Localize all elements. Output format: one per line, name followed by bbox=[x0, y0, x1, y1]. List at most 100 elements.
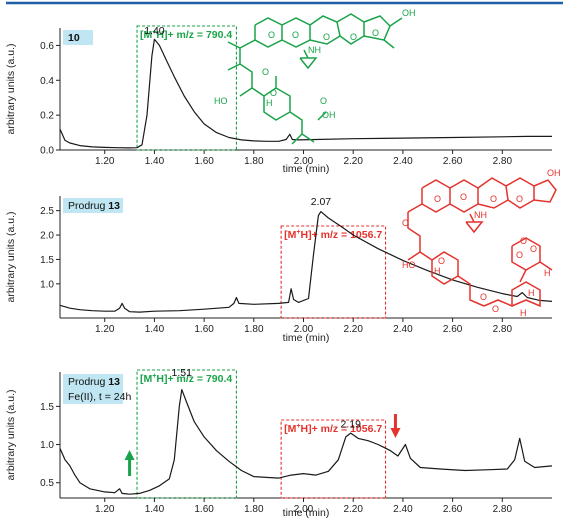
arrow-head bbox=[124, 450, 135, 460]
svg-text:O: O bbox=[323, 32, 330, 42]
x-tick-label: 2.80 bbox=[493, 324, 513, 335]
svg-text:OH: OH bbox=[322, 110, 336, 120]
svg-text:O: O bbox=[270, 88, 277, 98]
svg-text:O: O bbox=[292, 30, 299, 40]
chart-panel-3: 1.20 1.40 1.60 1.80 2.00 2.20 2.40 2.60 2.80 0.5 1… bbox=[5, 367, 553, 519]
chart-panel-1: 1.20 1.40 1.60 1.80 2.00 2.20 2.40 2.60 2.80 0.0 0… bbox=[5, 25, 552, 175]
x-tick-label: 2.00 bbox=[294, 324, 314, 335]
svg-text:O: O bbox=[372, 28, 379, 38]
svg-text:O: O bbox=[402, 218, 409, 228]
svg-text:NH: NH bbox=[308, 45, 321, 55]
x-tick-label: 1.80 bbox=[244, 504, 264, 515]
svg-text:H: H bbox=[434, 266, 441, 276]
svg-text:O: O bbox=[516, 194, 523, 204]
x-tick-label: 1.40 bbox=[145, 156, 165, 167]
x-tick-label: 1.60 bbox=[194, 324, 214, 335]
mz-window-red bbox=[280, 225, 387, 319]
compound-label: Prodrug 13 bbox=[68, 376, 120, 388]
x-tick-label: 2.80 bbox=[493, 504, 513, 515]
x-tick-label: 2.40 bbox=[393, 324, 413, 335]
peak-label: 2.19 bbox=[341, 419, 362, 431]
svg-text:O: O bbox=[490, 194, 497, 204]
svg-text:HO: HO bbox=[214, 96, 228, 106]
mz-window-green bbox=[136, 25, 237, 151]
chart-panels: 1.20 1.40 1.60 1.80 2.00 2.20 2.40 2.60 2.80 0.0 0… bbox=[5, 25, 553, 519]
mz-window-red bbox=[280, 419, 387, 499]
y-tick-label: 0.0 bbox=[40, 146, 54, 157]
y-tick-label: 1.0 bbox=[40, 440, 54, 451]
svg-text:OH: OH bbox=[402, 8, 416, 18]
x-tick-label: 1.20 bbox=[95, 504, 115, 515]
compound-label-box bbox=[63, 374, 123, 404]
y-tick-label: 0.5 bbox=[40, 478, 54, 489]
y-axis-label: arbitrary units (a.u.) bbox=[5, 211, 17, 302]
compound-label-box bbox=[63, 30, 93, 45]
peak-label: 2.07 bbox=[311, 196, 332, 208]
compound-label-condition: Fe(II), t = 24h bbox=[68, 391, 131, 403]
y-tick-label: 0.6 bbox=[40, 41, 54, 52]
x-tick-label: 2.20 bbox=[343, 156, 363, 167]
x-tick-label: 1.40 bbox=[145, 504, 165, 515]
x-tick-label: 2.40 bbox=[393, 156, 413, 167]
chromatogram-trace bbox=[59, 389, 553, 495]
svg-text:H: H bbox=[266, 98, 273, 108]
y-tick-label: 0.4 bbox=[40, 76, 54, 87]
x-tick-label: 2.60 bbox=[443, 504, 463, 515]
x-tick-label: 1.40 bbox=[145, 324, 165, 335]
y-axis-label: arbitrary units (a.u.) bbox=[5, 389, 17, 480]
svg-text:O: O bbox=[268, 30, 275, 40]
svg-text:O: O bbox=[480, 292, 487, 302]
x-tick-label: 1.80 bbox=[244, 324, 264, 335]
y-tick-label: 2.5 bbox=[40, 206, 54, 217]
y-tick-label: 0.2 bbox=[40, 111, 54, 122]
svg-text:O: O bbox=[320, 96, 327, 106]
svg-text:O: O bbox=[350, 32, 357, 42]
svg-text:HO: HO bbox=[402, 260, 416, 270]
x-tick-label: 2.60 bbox=[443, 156, 463, 167]
x-tick-label: 2.20 bbox=[343, 324, 363, 335]
x-tick-label: 2.00 bbox=[294, 156, 314, 167]
svg-text:O: O bbox=[434, 194, 441, 204]
mz-label-red: [M+H]+ m/z = 1056.7 bbox=[284, 423, 382, 435]
x-tick-label: 1.20 bbox=[95, 156, 115, 167]
svg-text:O: O bbox=[438, 256, 445, 266]
x-axis-label: time (min) bbox=[283, 163, 330, 175]
compound-label: 10 bbox=[68, 32, 80, 44]
svg-text:O: O bbox=[492, 304, 499, 314]
svg-text:O: O bbox=[516, 250, 523, 260]
x-tick-label: 1.20 bbox=[95, 324, 115, 335]
y-tick-label: 1.5 bbox=[40, 255, 54, 266]
svg-text:H: H bbox=[520, 308, 527, 318]
chromatogram-trace bbox=[59, 211, 553, 313]
mz-label-green: [M+H]+ m/z = 790.4 bbox=[140, 29, 232, 41]
chart-panel-2: 1.20 1.40 1.60 1.80 2.00 2.20 2.40 2.60 2.80 1.0 1… bbox=[5, 196, 553, 344]
compound-label: Prodrug 13 bbox=[68, 200, 120, 212]
chromatogram-trace bbox=[59, 38, 552, 149]
x-tick-label: 2.80 bbox=[493, 156, 513, 167]
svg-text:O: O bbox=[530, 244, 537, 254]
mz-label-green: [M+H]+ m/z = 790.4 bbox=[140, 373, 232, 385]
peak-label: 1.51 bbox=[172, 367, 193, 379]
peak-label: 1.40 bbox=[144, 25, 165, 37]
svg-text:O: O bbox=[460, 192, 467, 202]
x-axis-label: time (min) bbox=[283, 507, 330, 519]
svg-text:OH: OH bbox=[547, 168, 561, 178]
svg-text:NH: NH bbox=[474, 210, 487, 220]
svg-text:O: O bbox=[262, 67, 269, 77]
arrow-head bbox=[390, 428, 401, 438]
y-tick-label: 1.0 bbox=[40, 279, 54, 290]
x-tick-label: 2.00 bbox=[294, 504, 314, 515]
x-tick-label: 2.20 bbox=[343, 504, 363, 515]
y-tick-label: 1.5 bbox=[40, 402, 54, 413]
x-tick-label: 2.60 bbox=[443, 324, 463, 335]
svg-text:O: O bbox=[520, 236, 527, 246]
y-axis-label: arbitrary units (a.u.) bbox=[5, 43, 17, 134]
x-tick-label: 1.80 bbox=[244, 156, 264, 167]
compound-label-box bbox=[63, 198, 123, 213]
structure-13-image bbox=[407, 177, 557, 308]
mz-window-green bbox=[136, 369, 237, 499]
structure-10-image bbox=[227, 13, 403, 145]
